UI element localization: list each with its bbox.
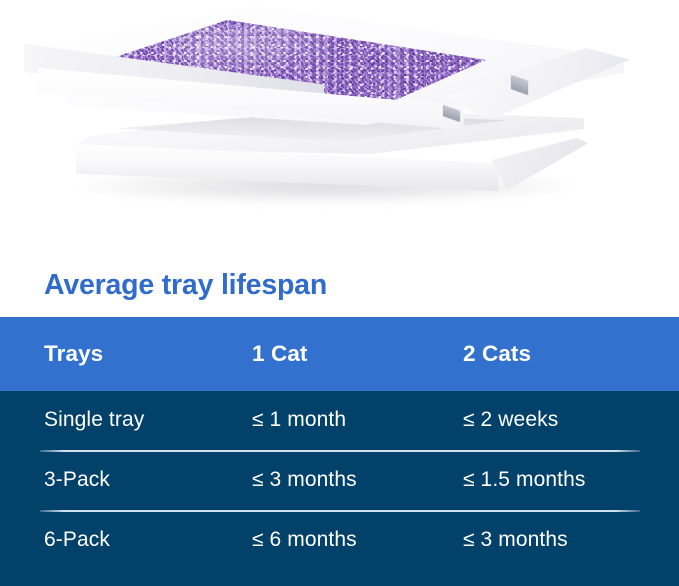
cell-trays: Single tray [44,408,145,431]
column-header-one-cat: 1 Cat [252,341,308,366]
cell-one-cat: ≤ 1 month [252,408,347,431]
cell-trays: 3-Pack [44,468,110,491]
cell-one-cat: ≤ 3 months [252,468,357,491]
table-body: Single tray ≤ 1 month ≤ 2 weeks 3-Pack ≤… [0,391,679,586]
row-divider [40,510,640,512]
top-tray [24,6,630,171]
product-image [0,0,679,250]
cell-two-cats: ≤ 3 months [463,528,568,551]
column-header-trays: Trays [44,341,104,366]
cell-trays: 6-Pack [44,528,110,551]
litter-tray-stack [0,0,679,250]
lifespan-table: Trays 1 Cat 2 Cats Single tray ≤ 1 month… [0,317,679,586]
cell-two-cats: ≤ 1.5 months [463,468,586,491]
column-header-two-cats: 2 Cats [463,341,532,366]
table-row: 3-Pack ≤ 3 months ≤ 1.5 months [0,451,679,511]
row-divider [40,450,640,452]
cell-two-cats: ≤ 2 weeks [463,408,559,431]
table-header-row: Trays 1 Cat 2 Cats [0,317,679,391]
page-title: Average tray lifespan [44,269,328,301]
cell-one-cat: ≤ 6 months [252,528,357,551]
table-row: Single tray ≤ 1 month ≤ 2 weeks [0,391,679,451]
table-row: 6-Pack ≤ 6 months ≤ 3 months [0,511,679,571]
